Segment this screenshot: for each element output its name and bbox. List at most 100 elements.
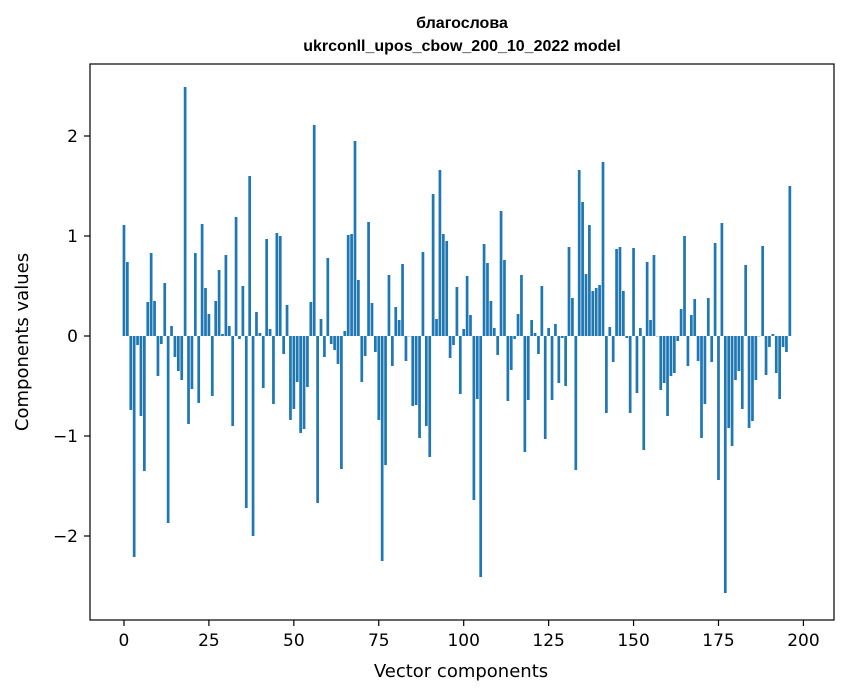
- bar-159: [662, 336, 666, 383]
- bar-140: [598, 285, 601, 336]
- bar-95: [445, 241, 449, 336]
- bar-170: [700, 336, 703, 438]
- bar-178: [727, 336, 731, 428]
- bar-146: [618, 247, 622, 336]
- y-tick-label: 0: [67, 327, 78, 347]
- bar-123: [540, 286, 544, 336]
- x-tick-label: 200: [787, 631, 819, 651]
- bar-71: [363, 336, 367, 356]
- bar-18: [183, 87, 187, 336]
- bar-153: [642, 336, 646, 450]
- bar-137: [588, 225, 591, 336]
- bar-65: [343, 331, 347, 336]
- bar-11: [159, 336, 163, 344]
- bar-107: [486, 263, 489, 336]
- bar-141: [601, 162, 605, 336]
- bar-66: [346, 235, 350, 336]
- bar-175: [717, 336, 720, 480]
- bar-156: [652, 255, 656, 336]
- bar-68: [353, 141, 357, 336]
- bar-81: [397, 320, 401, 336]
- x-tick-label: 0: [119, 631, 130, 651]
- bar-118: [523, 336, 527, 452]
- chart-title: благослова: [416, 15, 508, 32]
- bar-184: [747, 336, 751, 428]
- bar-50: [292, 336, 296, 409]
- bar-48: [285, 305, 289, 336]
- bar-92: [435, 319, 438, 336]
- bar-74: [374, 336, 377, 352]
- bar-180: [734, 336, 737, 380]
- bar-188: [761, 246, 765, 336]
- bar-58: [319, 319, 323, 336]
- bar-76: [380, 336, 384, 561]
- bar-8: [149, 253, 153, 336]
- plot-frame: [89, 63, 835, 621]
- bar-147: [622, 291, 625, 336]
- bar-52: [299, 336, 302, 433]
- bar-179: [730, 336, 734, 446]
- bar-173: [710, 336, 714, 362]
- bar-64: [340, 336, 343, 469]
- bar-182: [740, 336, 744, 409]
- bar-30: [224, 255, 228, 336]
- bar-24: [204, 288, 207, 336]
- bar-129: [560, 336, 564, 338]
- bar-32: [231, 336, 235, 426]
- y-tick-label: −2: [53, 527, 78, 547]
- bar-20: [190, 336, 194, 389]
- bar-53: [302, 336, 306, 429]
- bar-33: [234, 217, 238, 336]
- bar-25: [207, 314, 211, 336]
- bar-9: [153, 301, 156, 336]
- bar-42: [265, 239, 269, 336]
- bar-26: [210, 336, 214, 396]
- bar-60: [326, 258, 330, 336]
- bar-88: [421, 252, 425, 336]
- bar-130: [564, 336, 567, 386]
- bar-110: [496, 336, 500, 355]
- bar-158: [659, 336, 663, 390]
- bar-165: [683, 236, 686, 336]
- bar-174: [713, 243, 717, 336]
- bar-134: [577, 170, 581, 336]
- bar-117: [520, 275, 523, 336]
- bar-87: [418, 336, 421, 438]
- bar-185: [751, 336, 754, 421]
- bar-176: [720, 223, 724, 336]
- bar-27: [214, 301, 218, 336]
- bar-112: [503, 260, 506, 336]
- bar-131: [567, 247, 571, 336]
- bar-108: [489, 301, 493, 336]
- bar-119: [526, 336, 530, 400]
- bar-12: [163, 283, 167, 336]
- bar-91: [431, 194, 435, 336]
- bar-189: [764, 336, 768, 375]
- y-tick-label: 1: [67, 227, 78, 247]
- bar-90: [428, 336, 432, 457]
- bar-51: [295, 336, 299, 382]
- bar-148: [625, 336, 629, 338]
- bar-167: [689, 315, 693, 336]
- bar-19: [187, 336, 190, 424]
- bar-23: [200, 224, 204, 336]
- x-tick-label: 75: [368, 631, 390, 651]
- bar-101: [465, 276, 469, 336]
- bar-161: [669, 336, 673, 376]
- bar-75: [377, 336, 381, 420]
- bar-46: [278, 236, 282, 336]
- bar-29: [221, 334, 224, 336]
- bar-192: [774, 336, 778, 373]
- y-tick-label: 2: [67, 127, 78, 147]
- bar-47: [282, 336, 285, 354]
- bar-85: [411, 336, 415, 406]
- bar-142: [605, 336, 608, 413]
- bar-186: [754, 336, 758, 380]
- bar-191: [771, 334, 775, 336]
- bar-100: [462, 329, 466, 336]
- bar-98: [455, 287, 459, 336]
- bar-39: [255, 312, 258, 336]
- bar-102: [469, 315, 472, 336]
- bar-63: [336, 336, 340, 364]
- bar-0: [122, 225, 126, 336]
